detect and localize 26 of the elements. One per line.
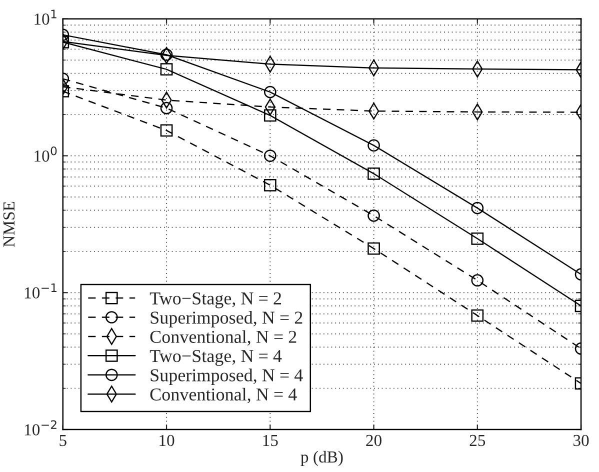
legend-label: Two−Stage, N = 2 bbox=[150, 292, 281, 308]
y-tick-label: 10$^{0}$ bbox=[34, 146, 57, 162]
point bbox=[368, 139, 380, 152]
point bbox=[368, 242, 380, 255]
y-axis-title: NMSE bbox=[3, 202, 15, 247]
x-tick-label: 25 bbox=[470, 434, 486, 446]
x-tick-label: 10 bbox=[160, 434, 174, 446]
x-tick-label: 30 bbox=[573, 434, 589, 446]
legend-label: Conventional, N = 4 bbox=[150, 388, 297, 404]
x-axis-title: p (dB) bbox=[300, 450, 343, 466]
point bbox=[264, 109, 276, 122]
legend-label: Two−Stage, N = 4 bbox=[150, 350, 282, 366]
point bbox=[264, 178, 276, 192]
y-tick-label: 10$^{−1}$ bbox=[25, 283, 56, 298]
point bbox=[264, 86, 276, 98]
x-tick-label: 5 bbox=[60, 435, 66, 446]
legend-label: Conventional, N = 2 bbox=[150, 330, 296, 346]
legend-label: Superimposed, N = 4 bbox=[150, 368, 303, 386]
x-tick-label: 15 bbox=[263, 434, 278, 446]
y-tick-label: 10$^{−2}$ bbox=[25, 420, 56, 436]
legend-label: Superimposed, N = 2 bbox=[150, 311, 302, 328]
y-tick-label: 10$^{1}$ bbox=[34, 10, 56, 25]
point bbox=[368, 167, 380, 180]
x-tick-label: 20 bbox=[366, 434, 382, 446]
point bbox=[368, 209, 380, 222]
point bbox=[264, 150, 276, 162]
